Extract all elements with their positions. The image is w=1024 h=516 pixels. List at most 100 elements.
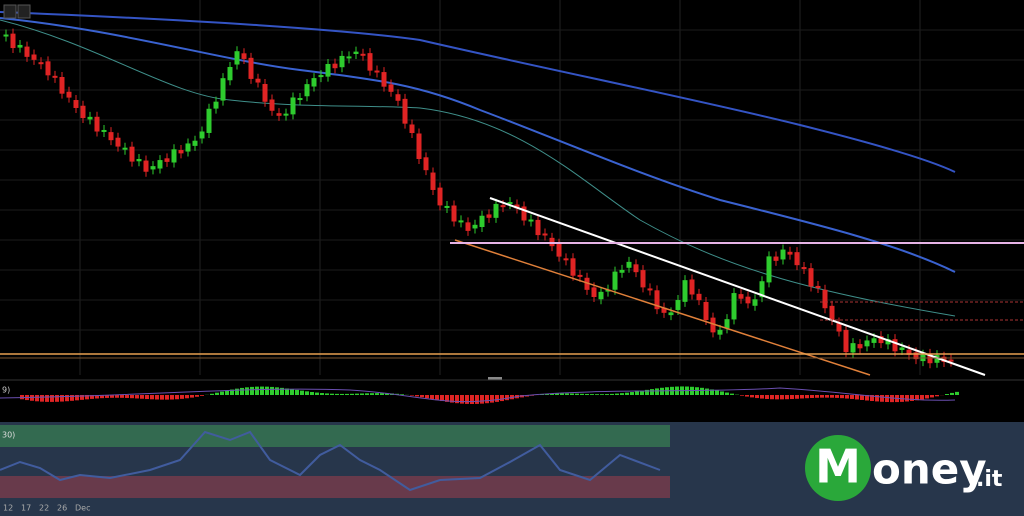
candle-body: [535, 219, 541, 236]
macd-bar: [720, 391, 724, 395]
macd-bar: [800, 395, 804, 399]
candle-body: [710, 317, 716, 333]
candle-body: [129, 146, 135, 162]
candle-body: [458, 220, 464, 223]
candle-body: [304, 84, 310, 97]
candle-body: [45, 61, 51, 76]
macd-bar: [880, 395, 884, 402]
macd-bar: [40, 395, 44, 402]
calendar-button[interactable]: [17, 4, 31, 19]
candle-body: [542, 233, 548, 236]
macd-bar: [760, 395, 764, 399]
candle-body: [416, 133, 422, 159]
refresh-button[interactable]: [3, 4, 17, 19]
candle-body: [885, 339, 891, 345]
macd-bar: [250, 386, 254, 395]
macd-bar: [80, 395, 84, 400]
candle-body: [136, 159, 142, 162]
macd-bar: [375, 393, 379, 395]
candle-body: [801, 267, 807, 270]
candle-body: [234, 51, 240, 65]
macd-bar: [360, 393, 364, 395]
macd-bar: [165, 395, 169, 400]
candle-body: [563, 258, 569, 261]
candle-body: [906, 349, 912, 355]
macd-bar: [380, 393, 384, 395]
candle-body: [948, 359, 954, 362]
candle-body: [360, 53, 366, 56]
candle-body: [514, 204, 520, 209]
macd-bar: [290, 389, 294, 395]
candle-body: [31, 54, 37, 60]
macd-bar: [565, 393, 569, 395]
macd-bar: [500, 395, 504, 402]
candle-body: [10, 33, 16, 49]
candle-body: [605, 289, 611, 292]
x-tick-label: 17: [21, 504, 31, 513]
candle-body: [598, 291, 604, 300]
candle-body: [794, 252, 800, 266]
macd-bar: [275, 387, 279, 395]
candle-body: [423, 157, 429, 171]
macd-bar: [595, 394, 599, 395]
macd-bar: [345, 393, 349, 395]
candle-body: [899, 347, 905, 351]
macd-bar: [485, 395, 489, 404]
macd-bar: [350, 393, 354, 395]
macd-bar: [125, 395, 129, 398]
macd-bar: [775, 395, 779, 400]
macd-bar: [190, 395, 194, 398]
candle-body: [171, 149, 177, 163]
moving-average-long: [0, 11, 956, 173]
macd-bar: [835, 395, 839, 398]
macd-bar: [645, 389, 649, 395]
macd-bar: [495, 395, 499, 402]
candle-body: [787, 251, 793, 255]
macd-bar: [650, 389, 654, 395]
moving-average-short: [0, 19, 956, 317]
macd-bar: [470, 395, 474, 404]
candle-body: [17, 44, 23, 48]
macd-bar: [425, 395, 429, 399]
macd-bar: [215, 392, 219, 395]
candle-body: [402, 98, 408, 124]
macd-bar: [915, 395, 919, 401]
macd-bar: [420, 395, 424, 398]
macd-bar: [550, 393, 554, 395]
candle-body: [388, 84, 394, 92]
candle-body: [164, 158, 170, 162]
candle-body: [80, 105, 86, 119]
macd-bar: [540, 394, 544, 395]
candle-body: [612, 271, 618, 290]
macd-bar: [330, 393, 334, 395]
candle-body: [836, 322, 842, 332]
candle-body: [927, 353, 933, 364]
candle-body: [367, 53, 373, 71]
candle-body: [206, 108, 212, 133]
candle-body: [619, 269, 625, 273]
macd-bar: [635, 391, 639, 395]
macd-bar: [55, 395, 59, 402]
candle-body: [871, 338, 877, 343]
candle-body: [507, 202, 513, 205]
macd-bar: [725, 392, 729, 395]
macd-bar: [240, 387, 244, 395]
macd-bar: [320, 393, 324, 395]
macd-label: 9): [2, 386, 10, 395]
macd-bar: [335, 393, 339, 395]
candle-body: [913, 352, 919, 360]
logo-badge: [805, 435, 871, 501]
candle-body: [199, 131, 205, 139]
candle-body: [493, 203, 499, 218]
panel-splitter[interactable]: [488, 377, 502, 380]
macd-bar: [235, 388, 239, 395]
macd-bar: [450, 395, 454, 403]
macd-bar: [145, 395, 149, 400]
candle-body: [381, 72, 387, 87]
macd-bar: [270, 386, 274, 395]
macd-bar: [365, 393, 369, 395]
macd-bar: [70, 395, 74, 401]
macd-bar: [875, 395, 879, 402]
candle-body: [773, 256, 779, 261]
